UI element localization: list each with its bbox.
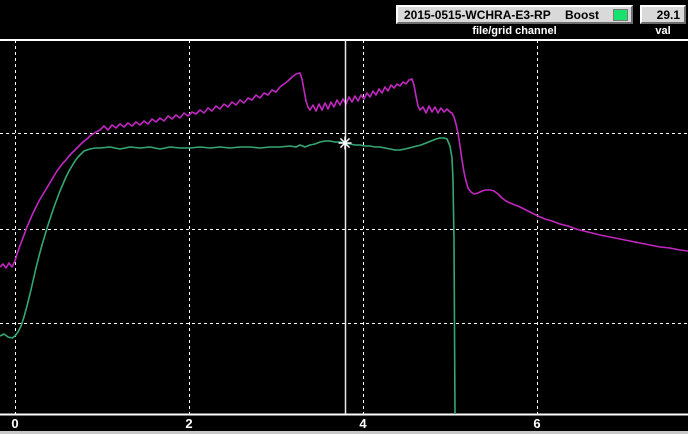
boost-trace: [0, 137, 456, 415]
x-tick-label: 6: [533, 416, 541, 431]
channel-color-swatch[interactable]: [613, 8, 628, 21]
filename-label: 2015-0515-WCHRA-E3-RP: [404, 7, 551, 22]
file-grid-channel-caption: file/grid channel: [472, 25, 557, 37]
val-caption: val: [655, 25, 671, 37]
cursor-value: 29.1: [656, 7, 680, 22]
x-axis: 0 2 4 6: [0, 416, 688, 431]
value-readout-box: 29.1: [640, 5, 686, 24]
channel-label: Boost: [565, 7, 599, 22]
channel-0-trace: [0, 72, 688, 269]
file-grid-channel-box[interactable]: 2015-0515-WCHRA-E3-RP Boost: [396, 5, 633, 24]
x-tick-label: 4: [359, 416, 367, 431]
window-bottom-edge: [0, 431, 688, 434]
x-tick-label: 0: [11, 416, 19, 431]
cursor-marker: [339, 137, 351, 149]
x-tick-label: 2: [185, 416, 193, 431]
